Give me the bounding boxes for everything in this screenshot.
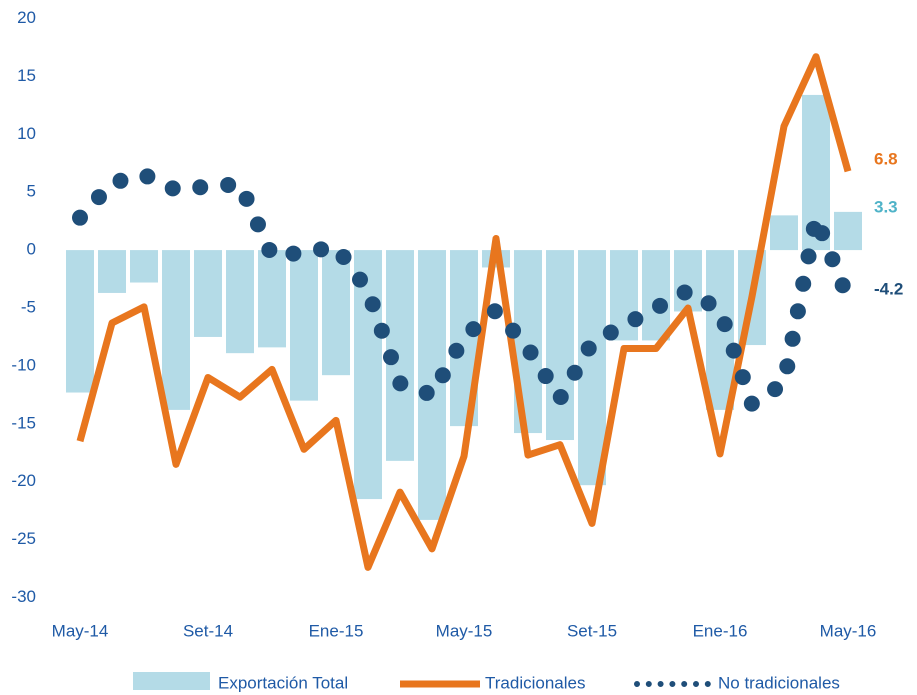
y-tick-label: 0 xyxy=(27,240,36,259)
x-tick-label: Ene-15 xyxy=(309,621,364,640)
x-tick-label: May-15 xyxy=(436,621,493,640)
bar xyxy=(642,250,670,341)
bar xyxy=(418,250,446,520)
line xyxy=(76,53,852,571)
bar xyxy=(98,250,126,293)
bar xyxy=(354,250,382,500)
y-tick-label: -10 xyxy=(11,355,36,374)
y-tick-label: -5 xyxy=(21,297,36,316)
bar xyxy=(290,250,318,401)
legend-swatch xyxy=(133,672,210,690)
bar xyxy=(130,250,158,283)
bar xyxy=(770,215,798,251)
data-label: 3.3 xyxy=(874,197,898,216)
bar xyxy=(162,250,190,410)
bar xyxy=(194,250,222,337)
bar xyxy=(66,250,94,393)
data-label: 6.8 xyxy=(874,149,898,168)
x-tick-label: Set-15 xyxy=(567,621,617,640)
bar xyxy=(578,250,606,486)
bar xyxy=(258,250,286,348)
y-tick-label: -30 xyxy=(11,587,36,606)
bar xyxy=(674,250,702,312)
legend-label: Tradicionales xyxy=(485,673,585,692)
bar xyxy=(226,250,254,354)
legend-label: Exportación Total xyxy=(218,673,348,692)
y-tick-label: 15 xyxy=(17,66,36,85)
y-tick-label: -15 xyxy=(11,413,36,432)
x-tick-label: May-16 xyxy=(820,621,877,640)
legend-label: No tradicionales xyxy=(718,673,840,692)
y-tick-label: -20 xyxy=(11,471,36,490)
y-tick-label: 20 xyxy=(17,8,36,27)
line xyxy=(72,166,856,413)
data-label: -4.2 xyxy=(874,279,903,298)
x-tick-label: Ene-16 xyxy=(693,621,748,640)
bar xyxy=(322,250,350,376)
y-tick-label: -25 xyxy=(11,529,36,548)
bar xyxy=(834,211,862,251)
x-tick-label: May-14 xyxy=(52,621,109,640)
y-tick-label: 10 xyxy=(17,124,36,143)
y-tick-label: 5 xyxy=(27,182,36,201)
bar xyxy=(546,250,574,441)
x-tick-label: Set-14 xyxy=(183,621,233,640)
